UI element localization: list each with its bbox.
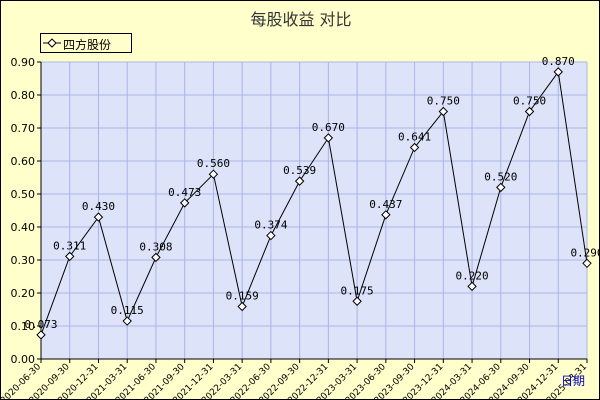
data-point: [151, 252, 161, 263]
data-label: 0.073: [24, 318, 57, 331]
data-point: [65, 251, 75, 262]
y-tick-label: 0.00: [11, 353, 36, 366]
data-point: [93, 212, 104, 222]
data-point: [266, 230, 276, 241]
y-tick-label: 0.40: [11, 221, 36, 234]
chart-title: 每股收益 对比: [250, 10, 352, 29]
data-label: 0.308: [139, 240, 172, 253]
data-point: [524, 106, 535, 117]
data-point: [294, 176, 305, 186]
data-label: 0.473: [168, 186, 201, 199]
data-point: [122, 316, 132, 326]
data-point: [409, 142, 420, 153]
y-tick-label: 0.10: [11, 320, 36, 333]
data-label: 0.430: [82, 200, 115, 213]
data-point: [467, 281, 477, 292]
y-tick-label: 0.30: [11, 254, 36, 267]
y-tick-label: 0.20: [11, 287, 36, 300]
data-label: 0.870: [542, 55, 575, 68]
data-point: [381, 210, 391, 220]
legend: 四方股份: [40, 33, 132, 53]
data-label: 0.374: [254, 219, 287, 232]
data-label: 0.290: [570, 246, 600, 259]
legend-label: 四方股份: [63, 38, 112, 52]
data-point: [553, 67, 563, 77]
y-tick-label: 0.70: [11, 122, 36, 135]
data-label: 0.175: [341, 284, 374, 297]
data-point: [352, 296, 362, 306]
data-label: 0.520: [484, 170, 517, 183]
data-point: [438, 106, 449, 117]
series-line: [40, 70, 588, 336]
data-label: 0.641: [398, 130, 431, 143]
data-label: 0.539: [283, 164, 316, 177]
data-label: 0.220: [455, 269, 488, 282]
data-point: [179, 198, 190, 208]
data-point: [496, 182, 506, 193]
y-tick-label: 0.80: [11, 89, 36, 102]
data-point: [323, 133, 334, 143]
data-point: [582, 258, 592, 269]
data-point: [208, 169, 219, 179]
data-label: 0.437: [369, 198, 402, 211]
y-tick-label: 0.50: [11, 188, 36, 201]
data-label: 0.560: [197, 157, 230, 170]
legend-marker-icon: [43, 38, 61, 48]
data-label: 0.311: [53, 239, 86, 252]
y-tick-label: 0.90: [11, 56, 36, 69]
data-label: 0.750: [427, 95, 460, 108]
data-point: [237, 301, 247, 312]
data-point: [36, 330, 46, 340]
x-axis-unit-label: 日期: [561, 374, 586, 388]
data-label: 0.159: [226, 290, 259, 303]
data-label: 0.750: [513, 95, 546, 108]
data-label: 0.670: [312, 121, 345, 134]
y-tick-label: 0.60: [11, 155, 36, 168]
data-label: 0.115: [111, 304, 144, 317]
